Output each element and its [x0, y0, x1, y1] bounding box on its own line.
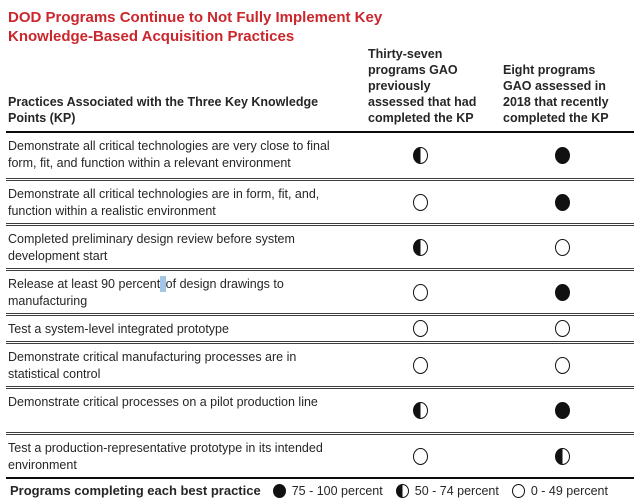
text-cursor	[160, 276, 166, 292]
table-body: Demonstrate all critical technologies ar…	[6, 133, 634, 477]
practice-text: Demonstrate critical processes on a pilo…	[8, 395, 318, 409]
empty-circle-icon	[412, 283, 428, 301]
rating-cell-assessed-2018	[502, 133, 640, 178]
legend-item-label: 75 - 100 percent	[291, 483, 383, 498]
practice-text: Release at least 90 percent of design dr…	[6, 271, 338, 313]
rating-cell-assessed-2018	[502, 316, 640, 341]
half-circle-icon	[412, 147, 428, 164]
legend-item-50-74: 50 - 74 percent	[395, 483, 499, 498]
table-row: Test a system-level integrated prototype	[6, 313, 634, 341]
rating-cell-assessed-2018	[502, 389, 640, 432]
full-circle-icon	[554, 147, 570, 164]
table-row: Completed preliminary design review befo…	[6, 223, 634, 268]
half-circle-icon	[554, 447, 570, 465]
rating-cell-previously-assessed	[338, 181, 502, 223]
empty-circle-icon	[554, 356, 570, 374]
practice-text: Completed preliminary design review befo…	[8, 232, 295, 263]
rating-cell-assessed-2018	[502, 344, 640, 386]
practice-text: Test a production-representative prototy…	[8, 441, 323, 472]
table-header-row: Practices Associated with the Three Key …	[6, 46, 634, 133]
page-title: DOD Programs Continue to Not Fully Imple…	[8, 9, 383, 45]
practice-text-segment: of design drawings to manufacturing	[8, 277, 284, 308]
rating-cell-assessed-2018	[502, 226, 640, 268]
full-circle-icon	[554, 193, 570, 211]
full-circle-icon	[554, 283, 570, 301]
rating-cell-assessed-2018	[502, 181, 640, 223]
table-row: Demonstrate critical manufacturing proce…	[6, 341, 634, 386]
rating-cell-assessed-2018	[502, 271, 640, 313]
empty-circle-icon	[412, 320, 428, 337]
rating-cell-previously-assessed	[338, 226, 502, 268]
legend: Programs completing each best practice 7…	[6, 477, 634, 498]
empty-circle-icon	[554, 238, 570, 256]
rating-cell-previously-assessed	[338, 316, 502, 341]
empty-circle-icon	[412, 193, 428, 211]
legend-item-75-100: 75 - 100 percent	[272, 483, 383, 498]
half-circle-icon	[395, 483, 409, 498]
practice-text: Demonstrate critical manufacturing proce…	[8, 350, 297, 381]
rating-cell-previously-assessed	[338, 344, 502, 386]
column-header-assessed-2018: Eight programs GAO assessed in 2018 that…	[503, 63, 609, 125]
legend-item-label: 0 - 49 percent	[530, 483, 608, 498]
empty-circle-icon	[412, 356, 428, 374]
table-row: Release at least 90 percent of design dr…	[6, 268, 634, 313]
legend-item-label: 50 - 74 percent	[414, 483, 499, 498]
half-circle-icon	[412, 238, 428, 256]
full-circle-icon	[272, 483, 286, 498]
half-circle-icon	[412, 402, 428, 419]
full-circle-icon	[554, 402, 570, 419]
rating-cell-previously-assessed	[338, 271, 502, 313]
empty-circle-icon	[412, 447, 428, 465]
practice-text-segment: Release at least 90 percent	[8, 277, 161, 291]
rating-cell-previously-assessed	[338, 435, 502, 477]
figure: DOD Programs Continue to Not Fully Imple…	[6, 8, 634, 498]
table-row: Test a production-representative prototy…	[6, 432, 634, 477]
practice-text: Demonstrate all critical technologies ar…	[8, 139, 330, 170]
legend-item-0-49: 0 - 49 percent	[511, 483, 608, 498]
practice-text: Demonstrate all critical technologies ar…	[8, 187, 320, 218]
column-header-practices: Practices Associated with the Three Key …	[8, 95, 319, 125]
table-row: Demonstrate all critical technologies ar…	[6, 133, 634, 178]
empty-circle-icon	[511, 483, 525, 498]
table-row: Demonstrate critical processes on a pilo…	[6, 386, 634, 432]
rating-cell-previously-assessed	[338, 133, 502, 178]
table-row: Demonstrate all critical technologies ar…	[6, 178, 634, 223]
rating-cell-assessed-2018	[502, 435, 640, 477]
column-header-previously-assessed: Thirty-seven programs GAO previously ass…	[368, 47, 477, 125]
empty-circle-icon	[554, 320, 570, 337]
rating-cell-previously-assessed	[338, 389, 502, 432]
legend-label: Programs completing each best practice	[10, 483, 261, 498]
practice-text: Test a system-level integrated prototype	[8, 322, 229, 336]
